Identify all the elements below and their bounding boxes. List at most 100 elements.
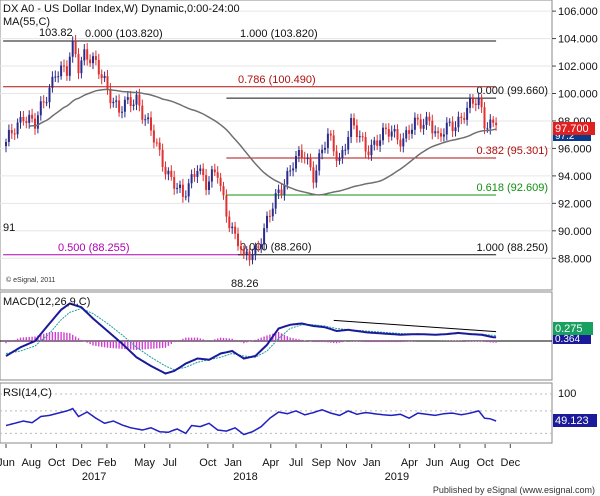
candle-body <box>208 181 210 190</box>
candle-body <box>219 177 222 187</box>
candle-body <box>5 142 7 147</box>
candle-body <box>440 133 442 137</box>
candle-body <box>68 56 71 76</box>
candle-body <box>181 184 184 197</box>
candle-body <box>138 94 141 106</box>
price-y-axis: 88.00090.00092.00094.00096.00098.000100.… <box>552 6 598 265</box>
rsi-title: RSI(14,C) <box>3 387 52 399</box>
candle-body <box>144 119 147 121</box>
candle-body <box>280 189 283 195</box>
candle-body <box>347 136 350 150</box>
y-tick-label: 94.000 <box>558 171 592 183</box>
candle-body <box>408 130 411 134</box>
candle-body <box>492 119 495 123</box>
candle-body <box>19 116 22 123</box>
candle-body <box>413 117 416 130</box>
ma-label: MA(55,C) <box>3 16 50 28</box>
low-price-label: 88.26 <box>231 278 259 290</box>
x-tick-label: Aug <box>450 457 470 469</box>
candle-body <box>199 168 202 171</box>
candle-body <box>196 170 199 177</box>
candle-body <box>361 136 364 138</box>
candle-body <box>384 127 387 130</box>
candle-body <box>474 103 477 106</box>
candle-body <box>428 116 431 121</box>
price-panel-frame <box>0 0 553 291</box>
candle-body <box>353 118 355 126</box>
x-tick-label: Dec <box>72 457 92 469</box>
rsi-value-tag <box>553 414 597 427</box>
footer-credit: Published by eSignal (www.esignal.com) <box>433 485 595 495</box>
candle-body <box>495 122 498 126</box>
candle-body <box>373 140 376 145</box>
candle-body <box>234 226 237 234</box>
candle-body <box>460 116 463 119</box>
watermark: © eSignal, 2011 <box>6 276 56 284</box>
candle-body <box>100 74 103 79</box>
candle-body <box>152 130 155 143</box>
fib-label: 0.382 (95.301) <box>476 145 548 157</box>
candle-body <box>254 246 257 255</box>
candle-body <box>83 49 86 61</box>
candle-body <box>173 176 176 189</box>
price-panel: 88.00090.00092.00094.00096.00098.000100.… <box>0 0 598 291</box>
candle-body <box>483 107 486 129</box>
x-tick-label: Aug <box>21 457 41 469</box>
candle-body <box>89 59 92 64</box>
fib-label: 0.786 (100.490) <box>238 74 316 86</box>
macd-histogram <box>5 332 497 350</box>
x-year-label: 2018 <box>233 471 257 483</box>
candle-body <box>39 101 42 116</box>
candle-body <box>431 120 434 134</box>
candle-body <box>419 119 422 129</box>
y-tick-label: 102.000 <box>558 61 598 73</box>
candle-body <box>411 129 413 134</box>
candle-body <box>422 124 425 129</box>
candle-body <box>399 139 402 147</box>
candle-body <box>45 102 48 104</box>
candle-body <box>170 170 173 177</box>
candle-body <box>457 116 460 128</box>
candle-body <box>112 101 115 104</box>
candle-body <box>147 117 150 120</box>
candle-body <box>48 87 51 103</box>
y-tick-label: 88.000 <box>558 253 592 265</box>
candle-body <box>379 140 382 146</box>
candle-body <box>213 169 216 173</box>
candle-body <box>292 168 295 171</box>
candle-body <box>54 76 57 78</box>
candle-body <box>179 184 181 188</box>
candle-body <box>245 251 248 255</box>
candle-body <box>260 244 263 248</box>
candle-body <box>92 56 94 64</box>
x-tick-label: Apr <box>262 457 279 469</box>
x-tick-label: Jan <box>224 457 242 469</box>
candle-body <box>155 142 158 144</box>
candle-body <box>190 174 193 184</box>
candle-body <box>466 107 469 120</box>
candle-body <box>306 158 309 160</box>
candle-body <box>271 208 274 217</box>
candle-body <box>251 254 254 261</box>
candle-body <box>158 142 161 150</box>
candle-body <box>22 116 25 122</box>
candle-body <box>16 122 19 135</box>
candle-body <box>358 136 361 138</box>
x-tick-label: Oct <box>48 457 65 469</box>
candle-body <box>321 149 324 154</box>
x-tick-label: Feb <box>97 457 116 469</box>
fib-label: 1.000 (103.820) <box>240 28 318 40</box>
candle-body <box>222 186 225 196</box>
candle-body <box>97 59 100 75</box>
candle-body <box>364 137 367 152</box>
candle-body <box>486 128 489 130</box>
candle-body <box>257 246 260 248</box>
candle-body <box>390 131 393 137</box>
candle-body <box>295 156 297 169</box>
candle-body <box>370 144 373 156</box>
x-tick-label: Sep <box>311 457 331 469</box>
candle-body <box>344 149 347 151</box>
candle-body <box>167 170 170 175</box>
candle-body <box>71 41 74 57</box>
